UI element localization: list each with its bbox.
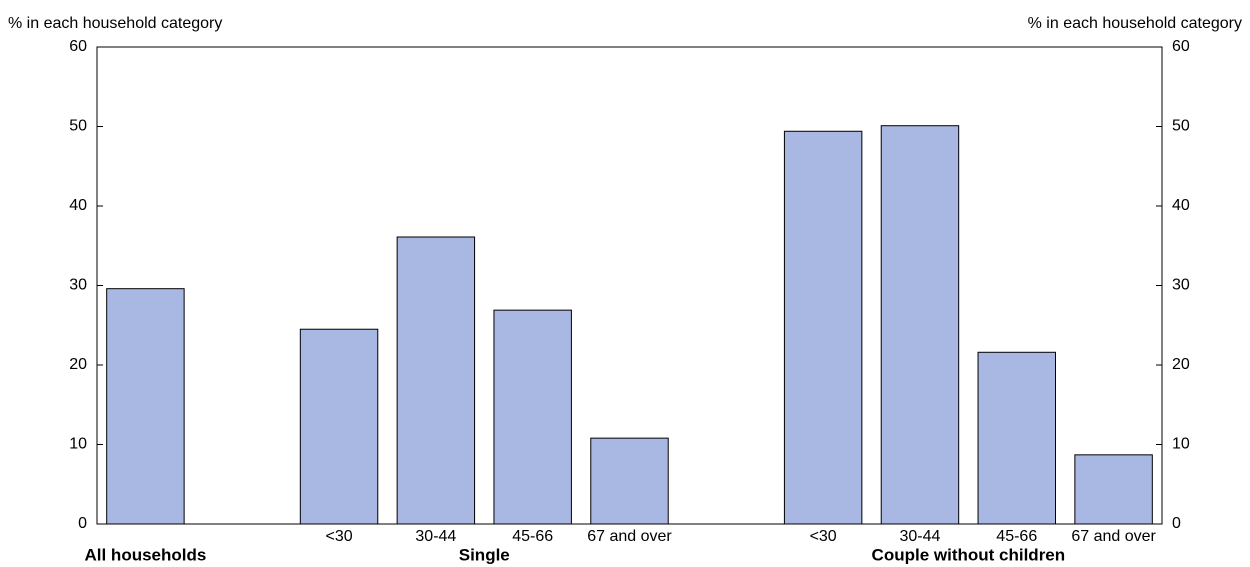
y2-tick-label: 40	[1172, 197, 1190, 214]
bar	[396, 236, 476, 525]
bar	[1074, 454, 1153, 525]
bar	[590, 437, 669, 525]
bar	[106, 288, 185, 525]
y2-tick-label: 0	[1172, 515, 1181, 532]
x-tick-label: <30	[325, 528, 352, 545]
y-tick-label: 50	[69, 118, 87, 135]
bar	[880, 125, 960, 525]
x-tick-label: 30-44	[415, 528, 456, 545]
group-label: Couple without children	[872, 545, 1066, 564]
bar	[493, 309, 572, 525]
x-tick-label: 45-66	[512, 528, 553, 545]
x-tick-label: 45-66	[996, 528, 1037, 545]
y-tick-label: 30	[69, 277, 87, 294]
y-tick-label: 60	[69, 38, 87, 55]
bar	[783, 130, 863, 525]
y-tick-label: 20	[69, 356, 87, 373]
bar	[977, 351, 1057, 525]
y-axis-label: % in each household category	[8, 15, 222, 32]
y2-tick-label: 10	[1172, 436, 1190, 453]
x-tick-label: 30-44	[899, 528, 940, 545]
y2-tick-label: 60	[1172, 38, 1190, 55]
y-tick-label: 0	[78, 515, 87, 532]
y2-tick-label: 20	[1172, 356, 1190, 373]
x-tick-label: 67 and over	[1071, 528, 1156, 545]
y-tick-label: 10	[69, 436, 87, 453]
group-label: Single	[459, 545, 510, 564]
x-tick-label: 67 and over	[587, 528, 672, 545]
y-tick-label: 40	[69, 197, 87, 214]
group-label: All households	[84, 545, 206, 564]
x-tick-label: <30	[810, 528, 837, 545]
y2-axis-label: % in each household category	[1028, 15, 1242, 32]
y2-tick-label: 50	[1172, 118, 1190, 135]
y2-tick-label: 30	[1172, 277, 1190, 294]
bar	[299, 328, 379, 525]
